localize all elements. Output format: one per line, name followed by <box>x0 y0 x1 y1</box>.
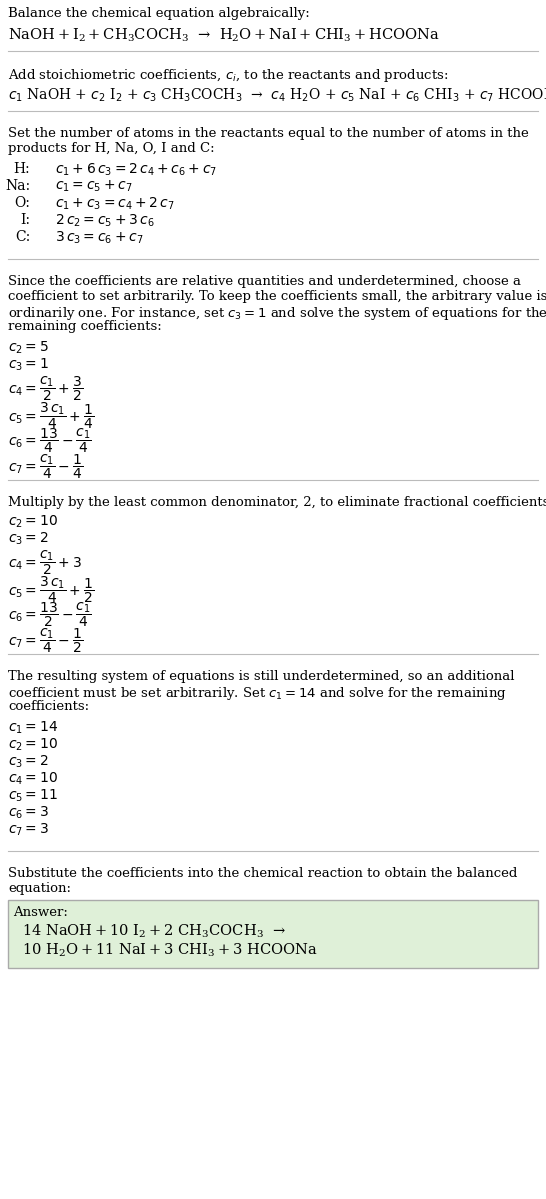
Text: $c_1 + c_3 = c_4 + 2\,c_7$: $c_1 + c_3 = c_4 + 2\,c_7$ <box>55 195 175 212</box>
Text: Set the number of atoms in the reactants equal to the number of atoms in the: Set the number of atoms in the reactants… <box>8 127 529 140</box>
Text: C:: C: <box>15 230 30 245</box>
Text: $c_6 = \dfrac{13}{4} - \dfrac{c_1}{4}$: $c_6 = \dfrac{13}{4} - \dfrac{c_1}{4}$ <box>8 426 92 454</box>
Text: $c_6 = \dfrac{13}{2} - \dfrac{c_1}{4}$: $c_6 = \dfrac{13}{2} - \dfrac{c_1}{4}$ <box>8 600 92 628</box>
Text: $\mathregular{10\ H_2O + 11\ NaI + 3\ CHI_3 + 3\ HCOONa}$: $\mathregular{10\ H_2O + 11\ NaI + 3\ CH… <box>22 942 318 959</box>
Text: $c_2 = 10$: $c_2 = 10$ <box>8 514 58 530</box>
Text: $c_6 = 3$: $c_6 = 3$ <box>8 805 49 821</box>
Text: $c_2 = 5$: $c_2 = 5$ <box>8 341 49 356</box>
Text: Multiply by the least common denominator, 2, to eliminate fractional coefficient: Multiply by the least common denominator… <box>8 496 546 510</box>
Text: Substitute the coefficients into the chemical reaction to obtain the balanced: Substitute the coefficients into the che… <box>8 867 518 880</box>
Text: $c_3 = 2$: $c_3 = 2$ <box>8 531 49 548</box>
Text: $c_7 = \dfrac{c_1}{4} - \dfrac{1}{4}$: $c_7 = \dfrac{c_1}{4} - \dfrac{1}{4}$ <box>8 452 83 481</box>
Text: $\mathregular{NaOH + I_2 + CH_3COCH_3}$  →  $\mathregular{H_2O + NaI + CHI_3 + H: $\mathregular{NaOH + I_2 + CH_3COCH_3}$ … <box>8 28 440 44</box>
Text: Balance the chemical equation algebraically:: Balance the chemical equation algebraica… <box>8 7 310 20</box>
Text: coefficients:: coefficients: <box>8 700 89 713</box>
Text: $c_4 = \dfrac{c_1}{2} + 3$: $c_4 = \dfrac{c_1}{2} + 3$ <box>8 548 82 577</box>
Text: $c_3 = 1$: $c_3 = 1$ <box>8 357 49 373</box>
Text: H:: H: <box>13 162 30 176</box>
Text: $c_4 = \dfrac{c_1}{2} + \dfrac{3}{2}$: $c_4 = \dfrac{c_1}{2} + \dfrac{3}{2}$ <box>8 374 83 403</box>
Text: $c_1 = c_5 + c_7$: $c_1 = c_5 + c_7$ <box>55 179 133 194</box>
Text: coefficient to set arbitrarily. To keep the coefficients small, the arbitrary va: coefficient to set arbitrarily. To keep … <box>8 290 546 303</box>
Text: Na:: Na: <box>5 179 30 193</box>
Text: $c_2 = 10$: $c_2 = 10$ <box>8 737 58 753</box>
Text: $c_1 = 14$: $c_1 = 14$ <box>8 721 58 736</box>
Text: Since the coefficients are relative quantities and underdetermined, choose a: Since the coefficients are relative quan… <box>8 275 521 288</box>
Text: $\mathregular{14\ NaOH + 10\ I_2 + 2\ CH_3COCH_3}$  →: $\mathregular{14\ NaOH + 10\ I_2 + 2\ CH… <box>22 923 286 940</box>
Text: $c_7 = \dfrac{c_1}{4} - \dfrac{1}{2}$: $c_7 = \dfrac{c_1}{4} - \dfrac{1}{2}$ <box>8 626 83 655</box>
Text: $c_4 = 10$: $c_4 = 10$ <box>8 771 58 788</box>
FancyBboxPatch shape <box>8 900 538 968</box>
Text: products for H, Na, O, I and C:: products for H, Na, O, I and C: <box>8 141 215 155</box>
Text: $c_5 = 11$: $c_5 = 11$ <box>8 788 58 805</box>
Text: The resulting system of equations is still underdetermined, so an additional: The resulting system of equations is sti… <box>8 670 514 683</box>
Text: remaining coefficients:: remaining coefficients: <box>8 320 162 333</box>
Text: $2\,c_2 = c_5 + 3\,c_6$: $2\,c_2 = c_5 + 3\,c_6$ <box>55 213 155 229</box>
Text: $3\,c_3 = c_6 + c_7$: $3\,c_3 = c_6 + c_7$ <box>55 230 144 247</box>
Text: $c_3 = 2$: $c_3 = 2$ <box>8 754 49 771</box>
Text: Add stoichiometric coefficients, $c_i$, to the reactants and products:: Add stoichiometric coefficients, $c_i$, … <box>8 67 448 84</box>
Text: Answer:: Answer: <box>13 906 68 918</box>
Text: $c_5 = \dfrac{3\,c_1}{4} + \dfrac{1}{2}$: $c_5 = \dfrac{3\,c_1}{4} + \dfrac{1}{2}$ <box>8 574 94 604</box>
Text: $c_5 = \dfrac{3\,c_1}{4} + \dfrac{1}{4}$: $c_5 = \dfrac{3\,c_1}{4} + \dfrac{1}{4}$ <box>8 400 94 430</box>
Text: O:: O: <box>14 195 30 210</box>
Text: ordinarily one. For instance, set $c_3 = 1$ and solve the system of equations fo: ordinarily one. For instance, set $c_3 =… <box>8 305 546 323</box>
Text: $c_1$ NaOH + $c_2$ I$_2$ + $c_3$ CH$_3$COCH$_3$  →  $c_4$ H$_2$O + $c_5$ NaI + $: $c_1$ NaOH + $c_2$ I$_2$ + $c_3$ CH$_3$C… <box>8 88 546 104</box>
Text: coefficient must be set arbitrarily. Set $c_1 = 14$ and solve for the remaining: coefficient must be set arbitrarily. Set… <box>8 685 507 701</box>
Text: I:: I: <box>20 213 30 227</box>
Text: $c_1 + 6\,c_3 = 2\,c_4 + c_6 + c_7$: $c_1 + 6\,c_3 = 2\,c_4 + c_6 + c_7$ <box>55 162 217 179</box>
Text: $c_7 = 3$: $c_7 = 3$ <box>8 823 49 838</box>
Text: equation:: equation: <box>8 882 71 894</box>
